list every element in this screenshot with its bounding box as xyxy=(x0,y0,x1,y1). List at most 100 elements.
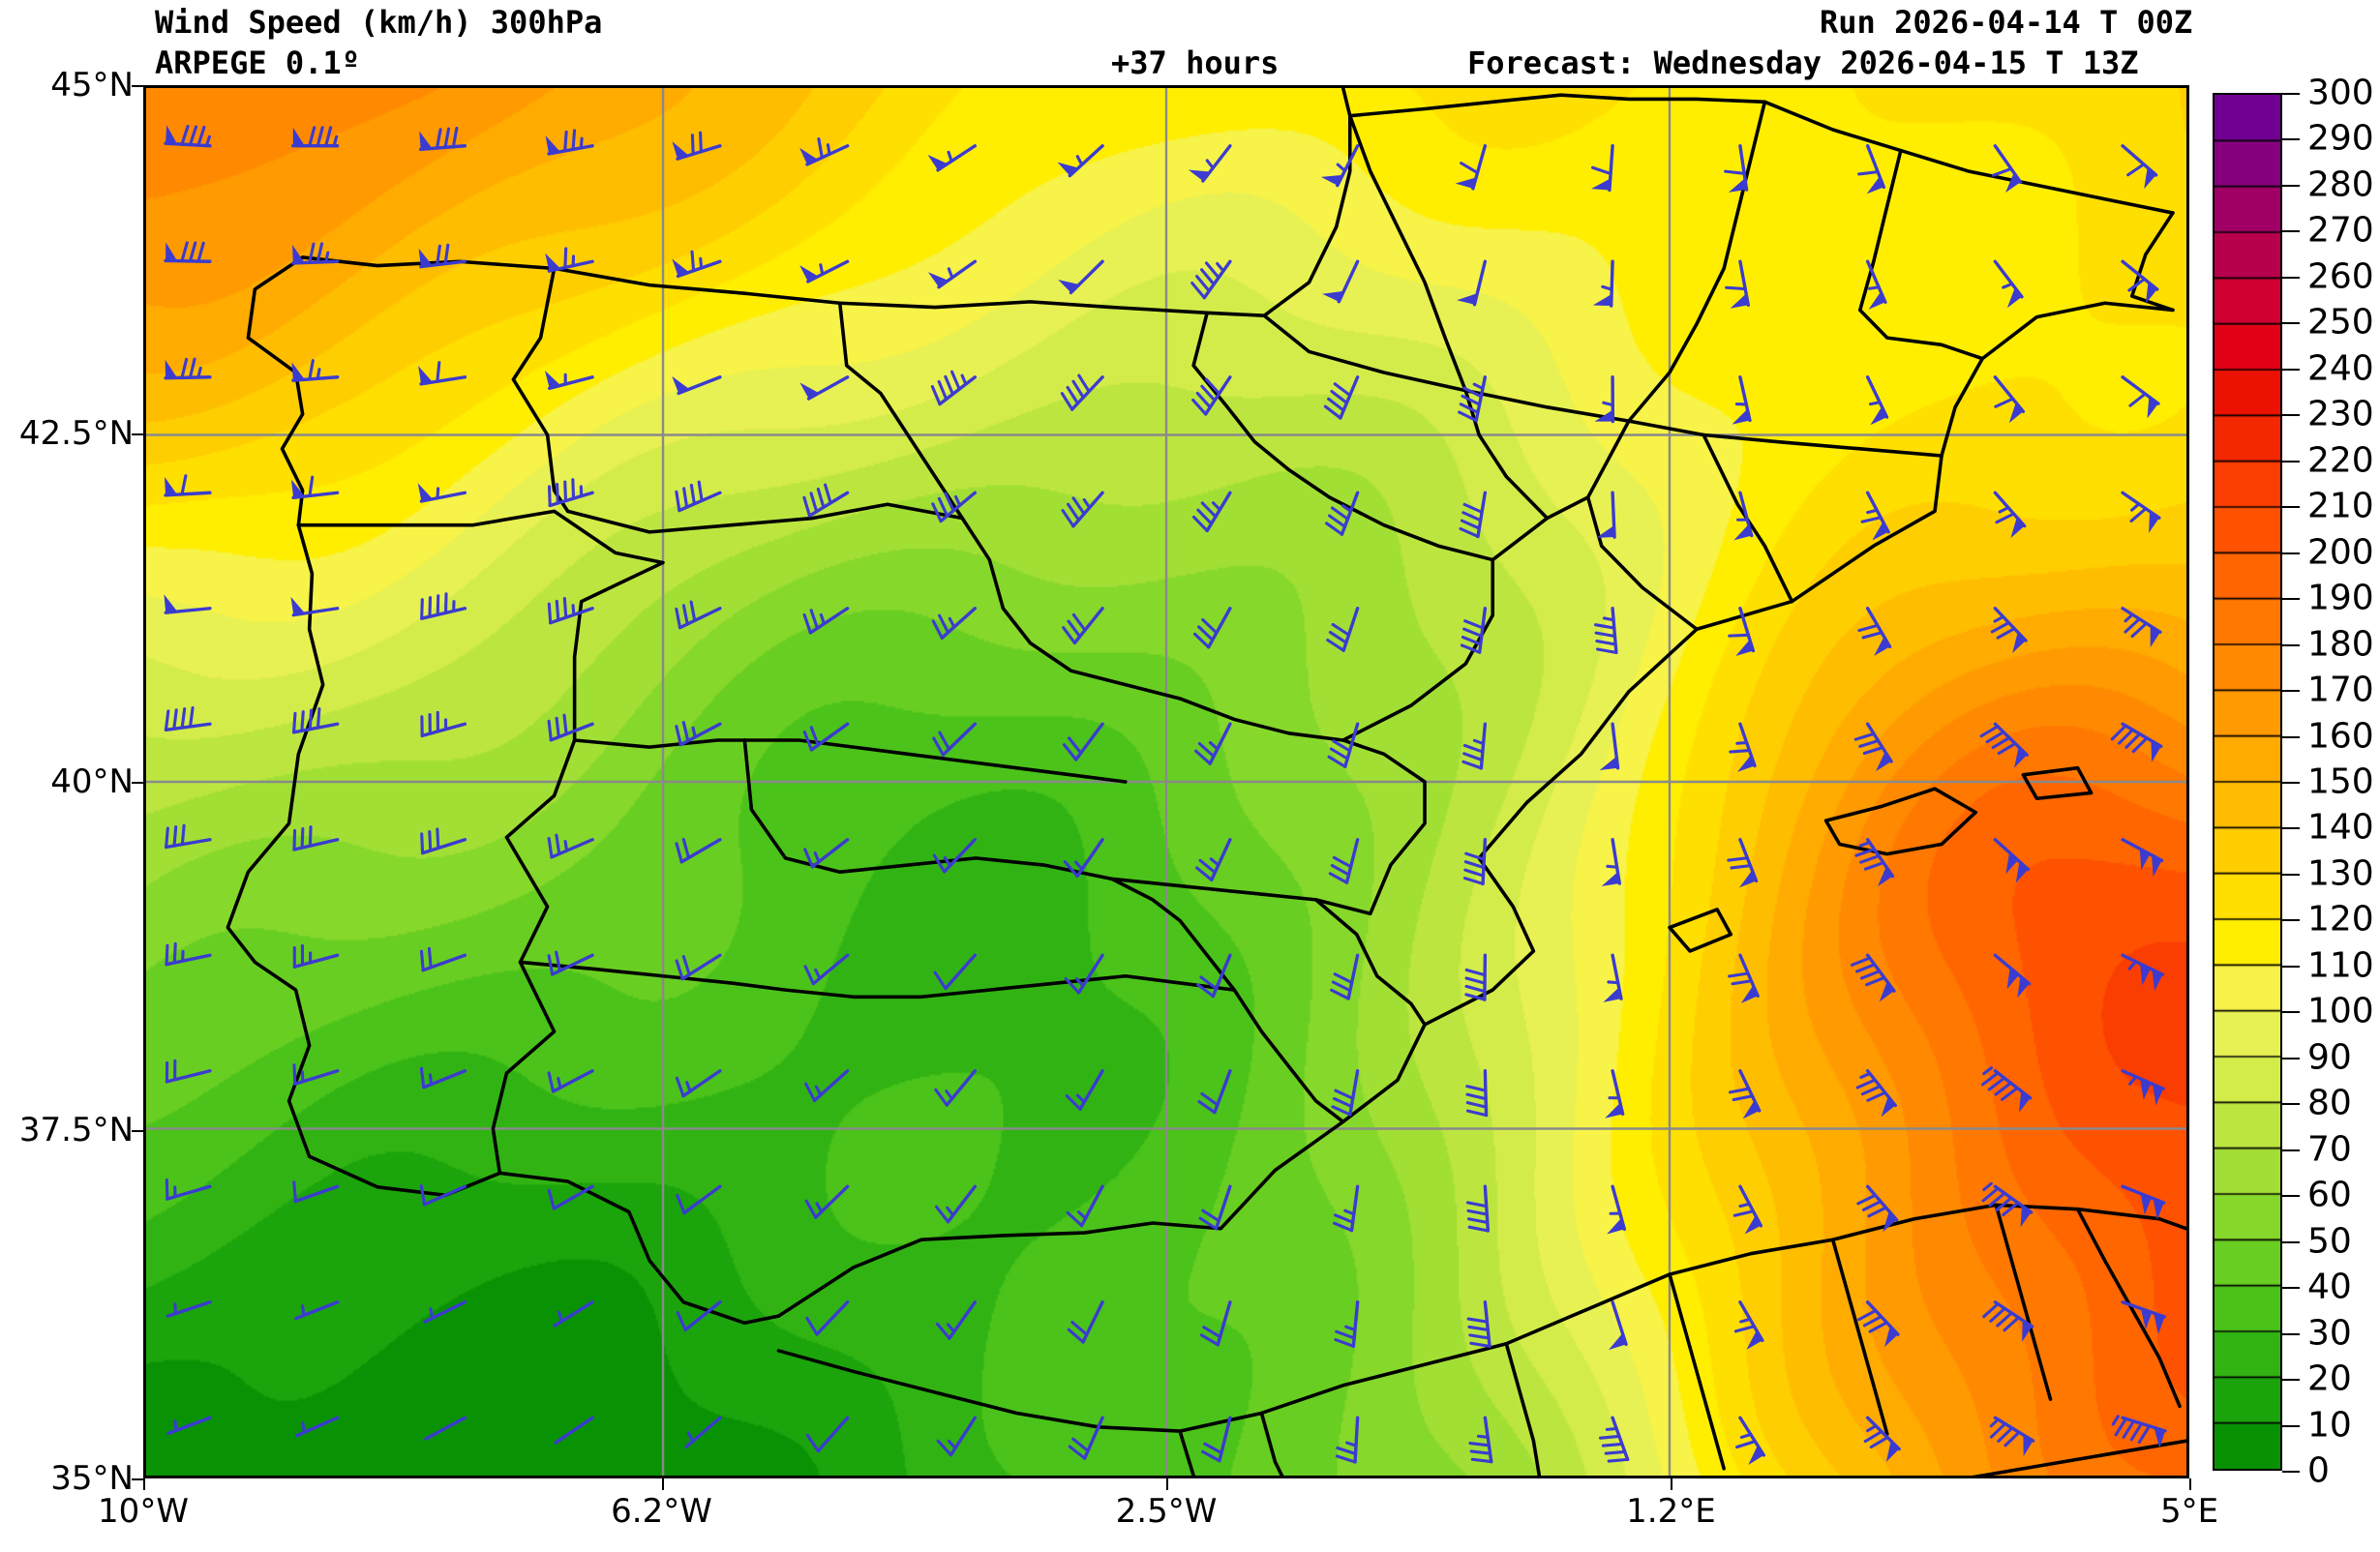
colorbar-tick-mark xyxy=(2282,276,2300,279)
wind-barb xyxy=(419,1184,467,1207)
wind-barb xyxy=(292,943,340,969)
map-gridlines xyxy=(146,88,2186,1476)
colorbar-tick-label: 300 xyxy=(2307,73,2374,113)
wind-barb xyxy=(1592,259,1614,308)
wind-barb xyxy=(1192,607,1232,649)
colorbar-tick-mark xyxy=(2282,1240,2300,1243)
wind-barb xyxy=(545,129,594,156)
wind-barb xyxy=(1334,1300,1360,1349)
wind-barb xyxy=(675,1069,722,1098)
wind-barb xyxy=(1058,259,1104,295)
wind-barb xyxy=(799,375,850,401)
wind-barb xyxy=(1857,144,1885,194)
wind-barb xyxy=(928,259,978,289)
wind-barb xyxy=(675,480,722,513)
colorbar-tick-label: 30 xyxy=(2307,1313,2352,1354)
x-tick-mark xyxy=(1166,1478,1168,1490)
wind-barb xyxy=(554,1416,594,1445)
wind-barb xyxy=(1981,1181,2034,1228)
x-tick-mark xyxy=(2189,1478,2191,1490)
x-tick-label: 2.5°W xyxy=(1115,1492,1218,1531)
wind-barb xyxy=(927,144,978,172)
wind-barb xyxy=(291,242,340,265)
wind-barb xyxy=(1465,1069,1489,1118)
wind-barb xyxy=(1860,491,1890,541)
wind-barb xyxy=(1457,259,1488,307)
colorbar-tick-label: 190 xyxy=(2307,578,2374,618)
wind-barb xyxy=(684,1416,722,1448)
colorbar-tick-label: 250 xyxy=(2307,302,2374,343)
wind-barb xyxy=(2121,259,2159,304)
colorbar-tick-label: 240 xyxy=(2307,348,2374,389)
wind-barb xyxy=(804,1069,850,1103)
wind-barb xyxy=(165,941,212,967)
colorbar-tick-mark xyxy=(2282,873,2300,876)
colorbar-tick-label: 290 xyxy=(2307,118,2374,159)
wind-barb xyxy=(1458,375,1488,423)
wind-barb xyxy=(290,475,340,500)
y-tick-label: 35°N xyxy=(50,1459,134,1498)
wind-barb xyxy=(1199,1300,1232,1347)
wind-barb xyxy=(2111,1415,2167,1448)
wind-barb xyxy=(1459,491,1488,539)
colorbar xyxy=(2213,93,2282,1471)
wind-barb xyxy=(1591,144,1614,193)
y-tick-mark xyxy=(132,1130,143,1132)
wind-barb xyxy=(1068,1416,1104,1460)
wind-barb xyxy=(1067,1300,1104,1344)
wind-barb xyxy=(164,474,212,497)
wind-barb xyxy=(931,491,978,523)
wind-barb xyxy=(1191,491,1232,533)
colorbar-tick-mark xyxy=(2282,1379,2300,1382)
wind-barb xyxy=(1324,491,1360,536)
x-tick-label: 1.2°E xyxy=(1626,1492,1716,1531)
colorbar-tick-mark xyxy=(2282,138,2300,141)
wind-barb xyxy=(420,710,467,738)
wind-barb xyxy=(418,126,467,152)
wind-barb xyxy=(803,953,850,986)
wind-barb xyxy=(547,950,594,976)
wind-barb xyxy=(936,1416,978,1457)
wind-barb xyxy=(290,596,340,617)
wind-barb xyxy=(1191,375,1232,416)
colorbar-tick-mark xyxy=(2282,552,2300,554)
wind-barb xyxy=(2121,375,2160,419)
wind-barb xyxy=(547,478,594,508)
wind-barb xyxy=(547,597,594,625)
y-tick-label: 40°N xyxy=(50,762,134,801)
wind-barb xyxy=(1855,1069,1897,1118)
colorbar-tick-label: 170 xyxy=(2307,670,2374,710)
colorbar-tick-mark xyxy=(2282,93,2300,95)
wind-barb xyxy=(164,823,212,850)
map-plot-area[interactable] xyxy=(143,85,2189,1478)
colorbar-tick-label: 70 xyxy=(2307,1129,2352,1170)
wind-barb xyxy=(802,607,850,635)
x-tick-mark xyxy=(1671,1478,1673,1490)
colorbar-tick-mark xyxy=(2282,1287,2300,1290)
wind-barb xyxy=(1993,259,2024,309)
wind-barb xyxy=(1593,607,1618,655)
lead-time-label: +37 hours xyxy=(1111,45,1280,81)
wind-barb xyxy=(1599,722,1620,770)
colorbar-tick-label: 230 xyxy=(2307,394,2374,434)
wind-barb xyxy=(672,131,722,161)
model-label: ARPEGE 0.1º xyxy=(155,45,360,81)
wind-barb xyxy=(1857,1300,1900,1348)
wind-barb xyxy=(933,953,978,991)
wind-barb xyxy=(1057,144,1104,178)
wind-barb xyxy=(1063,838,1104,879)
wind-barb xyxy=(1603,953,1623,1002)
y-tick-label: 45°N xyxy=(50,66,134,104)
wind-barb xyxy=(2121,1184,2166,1220)
wind-barb xyxy=(424,1416,467,1441)
colorbar-tick-mark xyxy=(2282,1103,2300,1106)
wind-barb xyxy=(164,594,212,614)
wind-barb xyxy=(1323,375,1360,420)
colorbar-ticks: 0 10 20 30 40 50 60 70 80 90 100 110 120 130 140 150 160… xyxy=(2213,74,2380,1491)
wind-barb xyxy=(292,1180,340,1204)
wind-barb xyxy=(932,722,978,757)
wind-barb xyxy=(2110,722,2163,762)
wind-barb xyxy=(672,250,722,279)
wind-barb xyxy=(1066,1184,1104,1228)
wind-barb xyxy=(1455,144,1488,191)
